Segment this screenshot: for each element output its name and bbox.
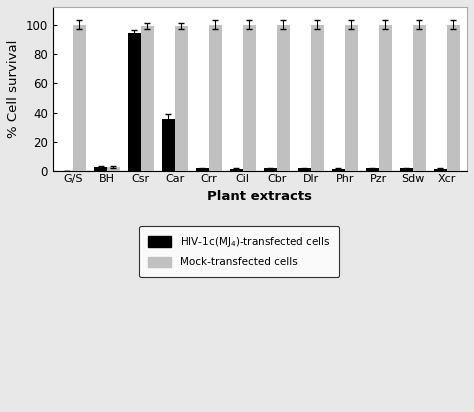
Bar (243, 25, 256, 171)
Bar (128, 33, 141, 171)
Bar (332, 169, 345, 171)
Bar (277, 25, 290, 171)
Bar (141, 26, 154, 171)
Bar (209, 25, 222, 171)
Bar (175, 26, 188, 171)
Bar (162, 119, 175, 171)
Bar (107, 167, 120, 171)
Y-axis label: % Cell survival: % Cell survival (7, 40, 20, 138)
Bar (196, 169, 209, 171)
Bar (366, 169, 379, 171)
Bar (447, 25, 460, 171)
Bar (230, 169, 243, 171)
Bar (311, 25, 324, 171)
Bar (345, 25, 358, 171)
Bar (73, 25, 86, 171)
Bar (400, 169, 413, 171)
Bar (413, 25, 426, 171)
Bar (298, 169, 311, 171)
X-axis label: Plant extracts: Plant extracts (207, 190, 312, 203)
Legend: HIV-1c(MJ$_4$)-transfected cells, Mock-transfected cells: HIV-1c(MJ$_4$)-transfected cells, Mock-t… (139, 226, 339, 277)
Bar (264, 169, 277, 171)
Bar (434, 169, 447, 171)
Bar (94, 167, 107, 171)
Bar (379, 25, 392, 171)
